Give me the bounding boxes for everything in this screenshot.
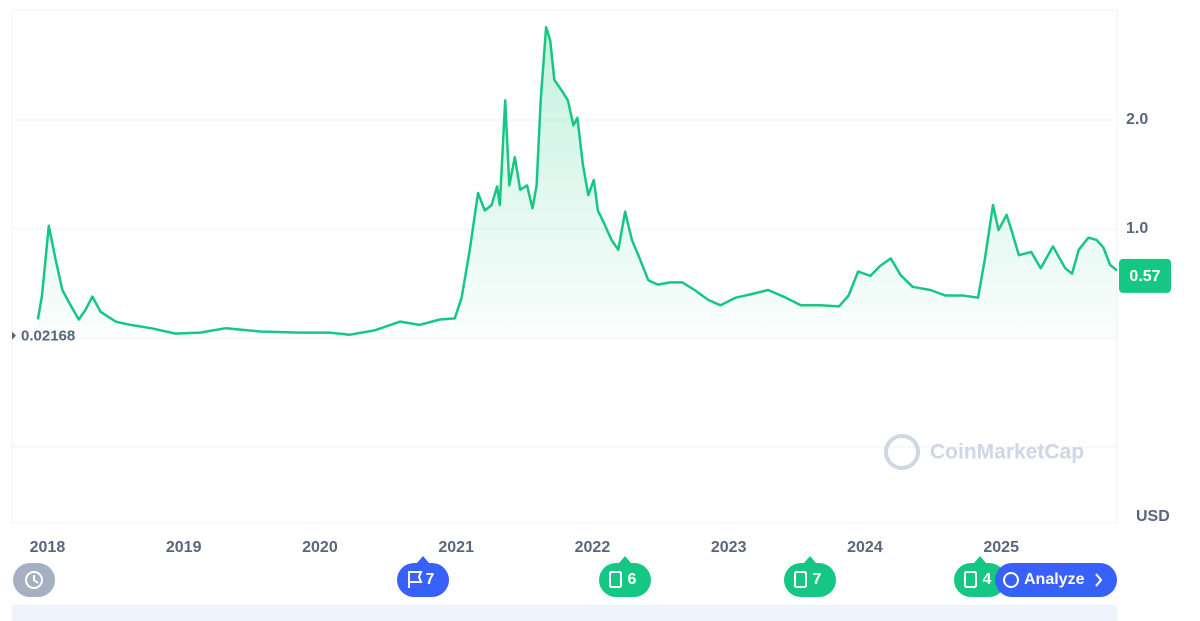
y-tick-label: 2.0	[1126, 111, 1148, 128]
watermark-logo: CoinMarketCap	[884, 434, 1084, 470]
analyze-bg	[995, 563, 1117, 597]
event-badge-bg	[784, 563, 836, 597]
analyze-icon	[1003, 572, 1019, 588]
event-count: 4	[983, 571, 992, 588]
x-tick-label: 2020	[302, 539, 338, 556]
area	[37, 27, 1117, 339]
start-price-label: 0.02168	[21, 328, 75, 345]
event-badge-pointer	[619, 556, 631, 563]
event-badge[interactable]: 6	[599, 556, 651, 597]
event-badge-pointer	[974, 556, 986, 563]
event-badge-bg	[599, 563, 651, 597]
history-button[interactable]	[13, 563, 55, 597]
event-count: 6	[628, 571, 637, 588]
flag-icon	[408, 571, 423, 588]
plot-frame	[11, 9, 1118, 524]
event-count: 7	[426, 571, 435, 588]
price-line	[36, 26, 1118, 336]
doc-icon	[964, 571, 977, 588]
x-tick-label: 2025	[983, 539, 1019, 556]
event-badge[interactable]: 7	[784, 556, 836, 597]
event-badge-pointer	[804, 556, 816, 563]
x-tick-label: 2023	[711, 539, 747, 556]
event-count: 7	[813, 571, 822, 588]
y-tick-label: 1.0	[1126, 220, 1148, 237]
event-badge[interactable]: 4	[954, 556, 1006, 597]
x-tick-label: 2019	[166, 539, 202, 556]
x-tick-label: 2024	[847, 539, 883, 556]
event-badge-bg	[397, 563, 449, 597]
x-tick-label: 2021	[438, 539, 474, 556]
event-badge[interactable]: 7	[397, 556, 449, 597]
unit-label: USD	[1136, 508, 1170, 525]
doc-icon	[609, 571, 622, 588]
analyze-button[interactable]: Analyze	[995, 563, 1117, 597]
x-tick-label: 2018	[30, 539, 66, 556]
start-price-arrow	[12, 331, 16, 340]
navigator	[12, 605, 1117, 621]
x-tick-label: 2022	[575, 539, 611, 556]
event-badge-pointer	[417, 556, 429, 563]
current-price-label: 0.57	[1129, 268, 1160, 285]
chevron	[1095, 573, 1103, 587]
watermark: CoinMarketCap	[930, 441, 1084, 464]
doc-icon	[794, 571, 807, 588]
current-price-tag	[1119, 258, 1171, 293]
analyze-label: Analyze	[1024, 571, 1085, 588]
